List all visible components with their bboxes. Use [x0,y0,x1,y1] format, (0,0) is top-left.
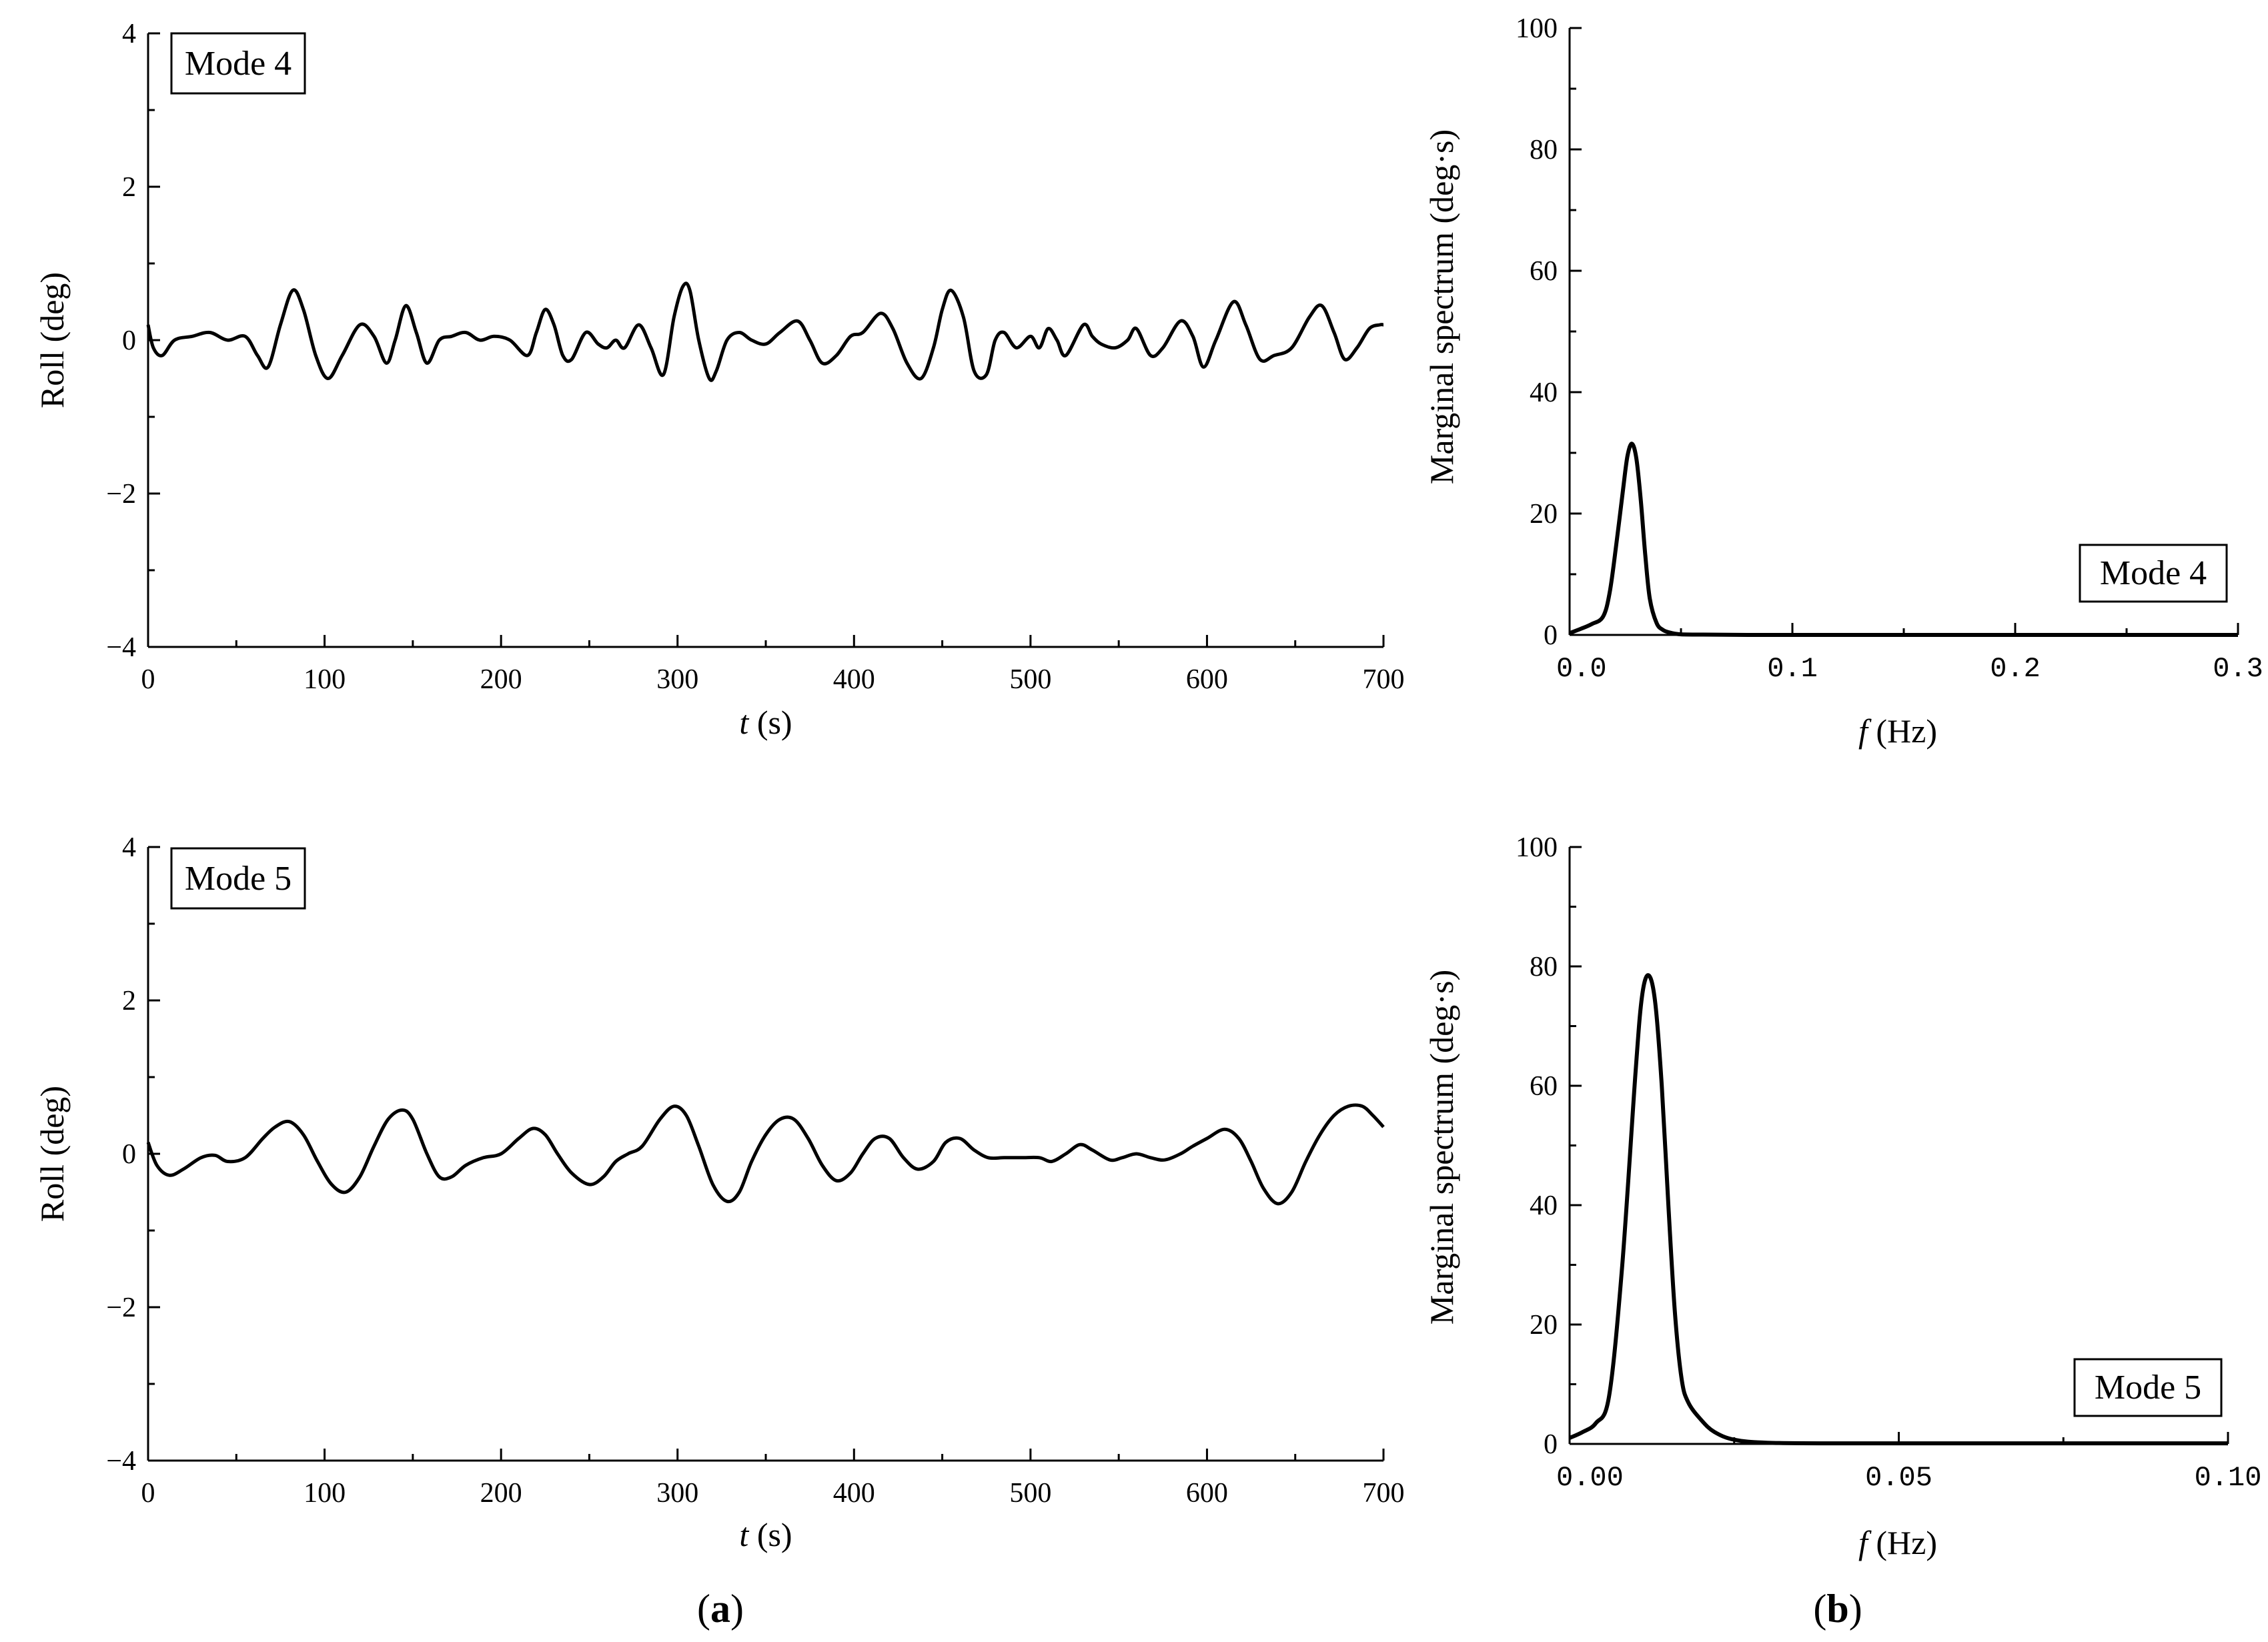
y-tick-label: 20 [1530,499,1558,530]
x-tick-label: 0.00 [1556,1462,1624,1494]
y-axis-title: Roll (deg) [33,1086,71,1222]
x-tick-label: 400 [833,664,875,695]
x-tick-label: 100 [304,664,346,695]
x-axis-variable: f [1858,712,1872,750]
x-axis-variable: f [1858,1524,1872,1561]
x-axis-variable: t [739,704,749,741]
y-tick-label: 20 [1530,1310,1558,1341]
ticks: −4 −2 0 2 4 0 100 200 300 400 500 600 700 [106,832,1404,1509]
y-tick-label: −2 [106,1293,136,1323]
x-axis-unit: (s) [757,1516,792,1553]
mode-label-box: Mode 4 [2079,544,2228,603]
x-axis-title: f (Hz) [1858,1524,1937,1561]
mode-label-box: Mode 5 [2073,1358,2223,1417]
y-tick-label: 40 [1530,377,1558,408]
x-tick-label: 0.3 [2213,653,2263,685]
x-tick-label: 300 [656,664,698,695]
y-tick-label: 2 [122,986,136,1016]
chart-a-mode5: −4 −2 0 2 4 0 100 200 300 400 500 600 700 Mode 5 Rol… [33,832,1405,1553]
chart-b-mode5: 0 20 40 60 80 100 0.00 0.05 0.10 Mode 5 Marginal… [1423,832,2261,1561]
x-axis-variable: t [739,1516,749,1553]
y-tick-label: 40 [1530,1190,1558,1221]
y-tick-label: 60 [1530,1071,1558,1102]
x-axis-unit: (Hz) [1876,1524,1937,1561]
x-tick-label: 0.10 [2195,1462,2262,1494]
x-tick-label: 200 [480,1478,522,1509]
x-tick-label: 500 [1009,664,1051,695]
ticks: −4 −2 0 2 4 0 100 200 300 400 500 600 700 [106,19,1404,695]
y-axis-title: Roll (deg) [33,272,71,408]
panel-label-b: (b) [1813,1587,1862,1631]
axes [1568,847,2228,1445]
x-tick-label: 600 [1186,1478,1228,1509]
y-tick-label: 80 [1530,135,1558,165]
y-tick-label: 4 [122,19,136,49]
y-tick-label: 0 [1544,620,1558,651]
series-line [146,281,1384,382]
y-tick-label: 100 [1516,832,1558,863]
y-tick-label: 100 [1516,13,1558,44]
mode-label: Mode 4 [185,45,292,83]
x-axis-title: t (s) [739,704,792,741]
x-tick-label: 200 [480,664,522,695]
y-tick-label: 0 [122,325,136,356]
x-axis-unit: (Hz) [1876,712,1937,750]
x-tick-label: 0.05 [1865,1462,1932,1494]
series-line [1568,973,2228,1446]
y-axis-title: Marginal spectrum (deg·s) [1423,970,1460,1325]
y-tick-label: 0 [122,1139,136,1170]
x-tick-label: 0 [141,1478,155,1509]
x-tick-label: 600 [1186,664,1228,695]
x-tick-label: 0.0 [1556,653,1607,685]
y-tick-label: 60 [1530,256,1558,287]
x-axis-title: t (s) [739,1516,792,1553]
y-tick-label: −4 [106,1446,136,1477]
x-tick-label: 700 [1363,1478,1405,1509]
x-tick-label: 100 [304,1478,346,1509]
ticks: 0 20 40 60 80 100 0.00 0.05 0.10 [1516,832,2261,1494]
chart-b-mode4: 0 20 40 60 80 100 0.0 0.1 0.2 0.3 Mode 4 Marginal… [1423,13,2263,750]
mode-label: Mode 5 [185,860,292,898]
x-tick-label: 0.2 [1990,653,2041,685]
x-axis-title: f (Hz) [1858,712,1937,750]
x-tick-label: 700 [1363,664,1405,695]
x-tick-label: 0 [141,664,155,695]
x-tick-label: 300 [656,1478,698,1509]
x-tick-label: 400 [833,1478,875,1509]
y-tick-label: 2 [122,172,136,203]
x-tick-label: 500 [1009,1478,1051,1509]
panel-label-a: (a) [697,1587,744,1631]
mode-label-box: Mode 4 [170,32,306,95]
y-axis-title: Marginal spectrum (deg·s) [1423,129,1460,484]
axes [147,33,1383,648]
chart-a-mode4: −4 −2 0 2 4 0 100 200 300 400 500 600 700 Mode 4 Rol… [33,19,1405,741]
mode-label: Mode 4 [2100,554,2207,592]
y-tick-label: −2 [106,479,136,510]
series-line [146,1103,1385,1206]
y-tick-label: 80 [1530,952,1558,982]
y-tick-label: 0 [1544,1429,1558,1460]
x-axis-unit: (s) [757,704,792,741]
mode-label: Mode 5 [2095,1369,2201,1407]
ticks: 0 20 40 60 80 100 0.0 0.1 0.2 0.3 [1516,13,2263,685]
series-line [1568,442,2238,638]
y-tick-label: −4 [106,632,136,663]
mode-label-box: Mode 5 [170,847,306,910]
x-tick-label: 0.1 [1767,653,1818,685]
axes [147,847,1383,1462]
y-tick-label: 4 [122,832,136,863]
